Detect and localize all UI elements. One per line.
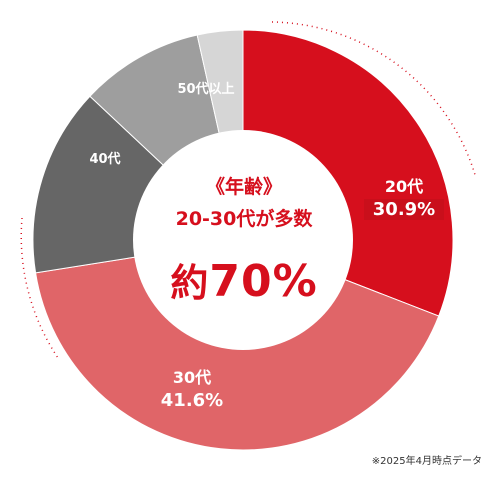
center-title: 《年齢》 — [205, 176, 282, 198]
slice-label-20s: 20代 30.9% — [364, 173, 444, 220]
donut-center — [133, 130, 353, 350]
slice-30s-value: 41.6% — [160, 390, 224, 411]
center-highlight-value: 70% — [209, 256, 318, 307]
slice-label-50s: 50代以上 — [166, 78, 246, 97]
slice-label-30s: 30代 41.6% — [152, 364, 232, 411]
slice-50s-name: 50代以上 — [177, 82, 235, 97]
slice-label-40s: 40代 — [80, 148, 130, 167]
footnote: ※2025年4月時点データ — [371, 456, 482, 467]
center-subtitle: 20-30代が多数 — [175, 208, 313, 230]
slice-20s-value: 30.9% — [364, 199, 444, 220]
slice-30s-name: 30代 — [172, 368, 212, 387]
slice-20s-name: 20代 — [384, 177, 424, 196]
left-dotted-arc — [20, 217, 59, 359]
slice-40s-name: 40代 — [89, 152, 121, 167]
center-highlight: 約70% — [134, 252, 354, 307]
center-highlight-prefix: 約 — [170, 261, 210, 305]
